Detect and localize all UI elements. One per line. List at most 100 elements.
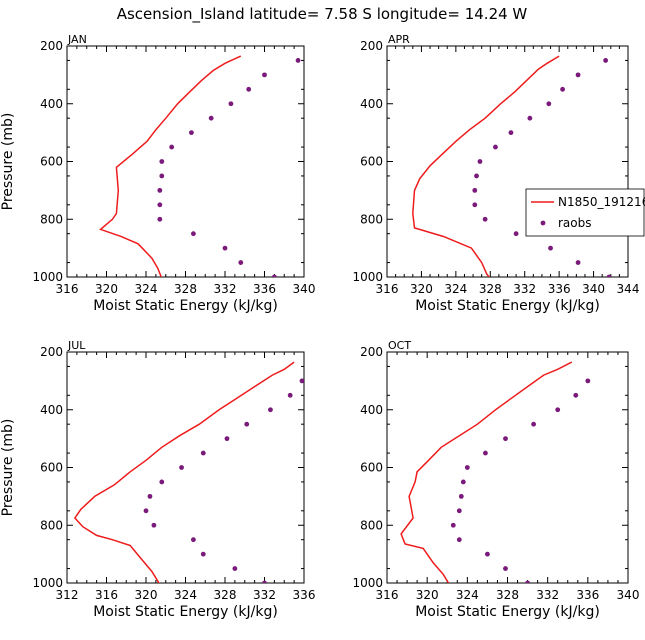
raobs-point <box>555 407 561 413</box>
panel-apr: APR 316 320 324 328 332 336 340 344 200 400 600 800 1… <box>352 33 645 314</box>
series-group <box>99 55 301 277</box>
y-tick-label: 200 <box>40 345 63 359</box>
raobs-point <box>483 450 488 456</box>
x-tick-label: 332 <box>536 588 559 602</box>
x-tick-label: 328 <box>214 588 237 602</box>
x-tick-label: 324 <box>135 282 158 296</box>
raobs-point <box>477 159 483 164</box>
raobs-point <box>573 392 579 398</box>
model-profile-line <box>73 361 295 583</box>
x-tick-label: 324 <box>456 588 479 602</box>
raobs-point <box>606 274 612 277</box>
x-tick-label: 316 <box>56 282 79 296</box>
x-tick-label: 336 <box>576 588 599 602</box>
raobs-point <box>485 551 490 557</box>
x-tick-label: 316 <box>376 282 399 296</box>
raobs-point <box>450 522 456 528</box>
raobs-point <box>228 101 234 107</box>
y-tick-label: 600 <box>360 155 383 169</box>
raobs-point <box>191 231 196 237</box>
raobs-point <box>513 231 519 237</box>
panel-jan: JAN 316 320 324 328 332 336 340 200 400 600 800 1000… <box>0 33 315 314</box>
panel-oct: OCT 316 320 324 328 332 336 340 200 400 600 800 1000… <box>352 339 639 620</box>
x-tick-label: 320 <box>416 588 439 602</box>
y-tick-label: 800 <box>40 518 63 532</box>
raobs-point <box>472 187 478 193</box>
x-tick-label: 328 <box>479 282 502 296</box>
legend-entry-model: N1850_191216_ <box>558 195 645 209</box>
raobs-point <box>508 130 514 136</box>
x-axis-label: Moist Static Energy (kJ/kg) <box>93 604 278 620</box>
panels-group: JAN 316 320 324 328 332 336 340 200 400 600 800 1000… <box>0 33 645 620</box>
x-tick-label: 340 <box>617 588 640 602</box>
x-tick-label: 312 <box>56 588 79 602</box>
x-tick-label: 324 <box>174 588 197 602</box>
raobs-point <box>268 407 273 413</box>
raobs-point <box>287 392 293 398</box>
x-tick-label: 336 <box>548 282 571 296</box>
x-tick-label: 332 <box>214 282 237 296</box>
raobs-point <box>157 187 163 193</box>
raobs-point <box>238 260 244 265</box>
series-group <box>73 361 304 583</box>
x-tick-label: 320 <box>135 588 158 602</box>
raobs-point <box>157 216 163 222</box>
raobs-point <box>531 421 537 427</box>
raobs-point <box>159 159 165 164</box>
x-tick-label: 340 <box>293 282 316 296</box>
raobs-point <box>585 378 591 384</box>
series-group <box>412 55 612 277</box>
x-tick-label: 328 <box>174 282 197 296</box>
y-tick-label: 800 <box>40 212 63 226</box>
y-tick-label: 200 <box>360 345 383 359</box>
legend-dot-swatch <box>540 220 546 226</box>
raobs-point <box>456 537 462 543</box>
y-tick-label: 800 <box>360 212 383 226</box>
x-tick-label: 316 <box>95 588 118 602</box>
legend: N1850_191216_raobs <box>525 188 645 237</box>
raobs-point <box>295 58 301 63</box>
x-tick-label: 316 <box>376 588 399 602</box>
raobs-point <box>169 144 175 150</box>
y-tick-label: 200 <box>360 39 383 53</box>
raobs-point <box>546 101 552 107</box>
raobs-point <box>464 465 470 470</box>
raobs-point <box>189 130 194 136</box>
raobs-point <box>472 202 478 208</box>
y-tick-label: 400 <box>360 403 383 417</box>
raobs-point <box>262 580 267 583</box>
y-tick-label: 800 <box>360 518 383 532</box>
y-tick-label: 400 <box>40 403 63 417</box>
raobs-point <box>271 274 277 277</box>
raobs-point <box>208 115 214 121</box>
raobs-point <box>493 144 498 150</box>
raobs-point <box>200 450 206 456</box>
legend-entry-raobs: raobs <box>558 216 592 230</box>
raobs-point <box>200 551 206 557</box>
raobs-point <box>525 580 530 583</box>
raobs-point <box>244 421 250 427</box>
raobs-point <box>191 537 196 543</box>
raobs-point <box>299 378 304 384</box>
y-tick-label: 400 <box>360 97 383 111</box>
y-tick-label: 400 <box>40 97 63 111</box>
x-tick-label: 320 <box>410 282 433 296</box>
raobs-point <box>458 493 464 499</box>
y-tick-label: 600 <box>360 461 383 475</box>
raobs-point <box>159 479 165 485</box>
model-profile-line <box>99 55 242 277</box>
raobs-point <box>262 72 267 78</box>
x-tick-label: 344 <box>617 282 640 296</box>
y-tick-label: 1000 <box>32 270 63 284</box>
model-profile-line <box>412 55 560 277</box>
raobs-point <box>143 508 149 514</box>
raobs-point <box>157 202 163 208</box>
raobs-point <box>474 173 479 179</box>
panel-label: OCT <box>388 339 411 352</box>
raobs-point <box>575 72 581 78</box>
y-tick-label: 200 <box>40 39 63 53</box>
raobs-point <box>548 245 553 251</box>
figure-title: Ascension_Island latitude= 7.58 S longit… <box>117 5 528 24</box>
x-axis-label: Moist Static Energy (kJ/kg) <box>93 298 278 314</box>
